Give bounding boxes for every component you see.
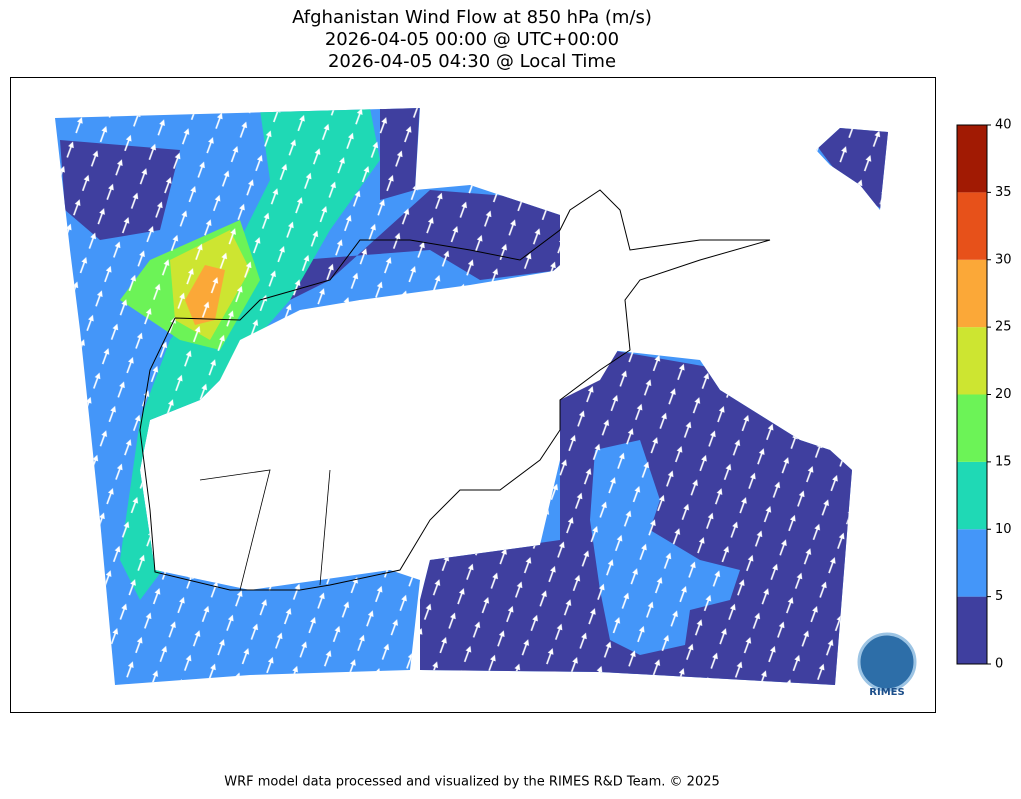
colorbar-tick-label: 5 xyxy=(995,589,1003,604)
colorbar: 0 5 10 15 20 25 30 35 40 xyxy=(956,118,1012,672)
province-border xyxy=(199,469,271,591)
colorbar-segment xyxy=(957,596,987,664)
title: Afghanistan Wind Flow at 850 hPa (m/s) 2… xyxy=(292,7,652,72)
title-line: 2026-04-05 00:00 @ UTC+00:00 xyxy=(325,29,619,50)
title-line: 2026-04-05 04:30 @ Local Time xyxy=(328,51,616,72)
colorbar-segment xyxy=(957,394,987,462)
colorbar-tick-label: 25 xyxy=(995,320,1012,335)
logo-emblem xyxy=(857,632,917,692)
footer: WRF model data processed and visualized … xyxy=(224,775,720,790)
logo: RIMES xyxy=(857,632,917,698)
colorbar-tick-label: 20 xyxy=(995,387,1012,402)
map: RIMES xyxy=(10,77,936,713)
colorbar-segment xyxy=(957,529,987,597)
colorbar-tick-label: 10 xyxy=(995,522,1012,537)
colorbar-segment xyxy=(957,192,987,260)
colorbar-tick-label: 35 xyxy=(995,185,1012,200)
logo-text: RIMES xyxy=(869,687,904,698)
country-border xyxy=(139,189,771,591)
colorbar-tick-label: 40 xyxy=(995,118,1012,133)
colorbar-segment xyxy=(957,461,987,530)
colorbar-segment xyxy=(957,125,987,193)
colorbar-segment xyxy=(957,259,987,328)
province-border xyxy=(319,469,331,586)
colorbar-tick-label: 0 xyxy=(995,657,1003,672)
colorbar-segment xyxy=(957,327,987,395)
colorbar-tick-label: 15 xyxy=(995,454,1012,469)
no-data-area xyxy=(210,270,630,490)
title-line: Afghanistan Wind Flow at 850 hPa (m/s) xyxy=(292,7,652,28)
colorbar-tick-label: 30 xyxy=(995,252,1012,267)
